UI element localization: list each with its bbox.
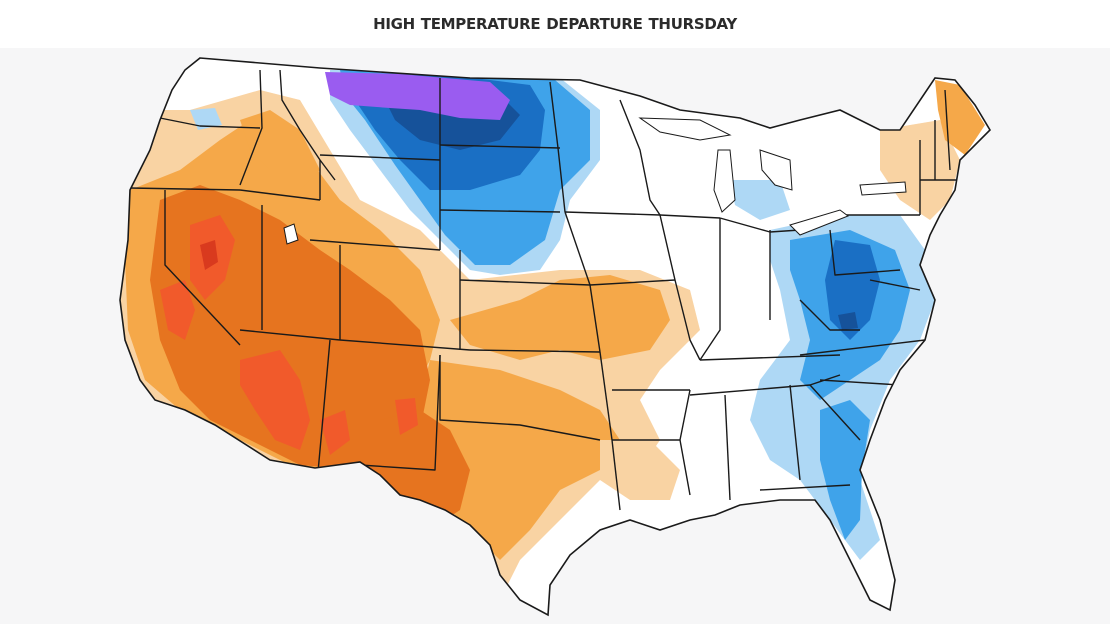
extreme-cold-montana-region [325, 72, 510, 120]
lake-huron [759, 149, 793, 191]
great-salt-lake [283, 223, 299, 245]
state-borders [129, 69, 960, 511]
very-hot-california-region [160, 280, 195, 340]
cool-washington-patch [190, 108, 222, 130]
temperature-departure-map [119, 57, 991, 616]
light-cool-michigan-region [730, 180, 790, 220]
lake-superior [638, 117, 732, 141]
lake-erie [789, 209, 850, 236]
very-cold-wv-core [838, 312, 858, 330]
header-bar: HIGH TEMPERATURE DEPARTURE THURSDAY [0, 0, 1110, 48]
cool-southeast-region [820, 400, 870, 540]
temperature-shading [120, 69, 985, 600]
lake-michigan [713, 149, 736, 213]
lake-ontario [859, 181, 907, 196]
very-hot-nm-region [320, 410, 350, 455]
warm-plains-region [450, 275, 670, 360]
extreme-hot-nevada-core [200, 240, 218, 270]
very-hot-nm-east-region [395, 398, 418, 435]
map-area [0, 48, 1110, 624]
warm-texas-region [420, 360, 620, 560]
map-title: HIGH TEMPERATURE DEPARTURE THURSDAY [373, 15, 737, 33]
light-warm-gulf-region [600, 440, 680, 500]
lakes [283, 117, 907, 245]
very-hot-arizona-region [240, 350, 310, 450]
